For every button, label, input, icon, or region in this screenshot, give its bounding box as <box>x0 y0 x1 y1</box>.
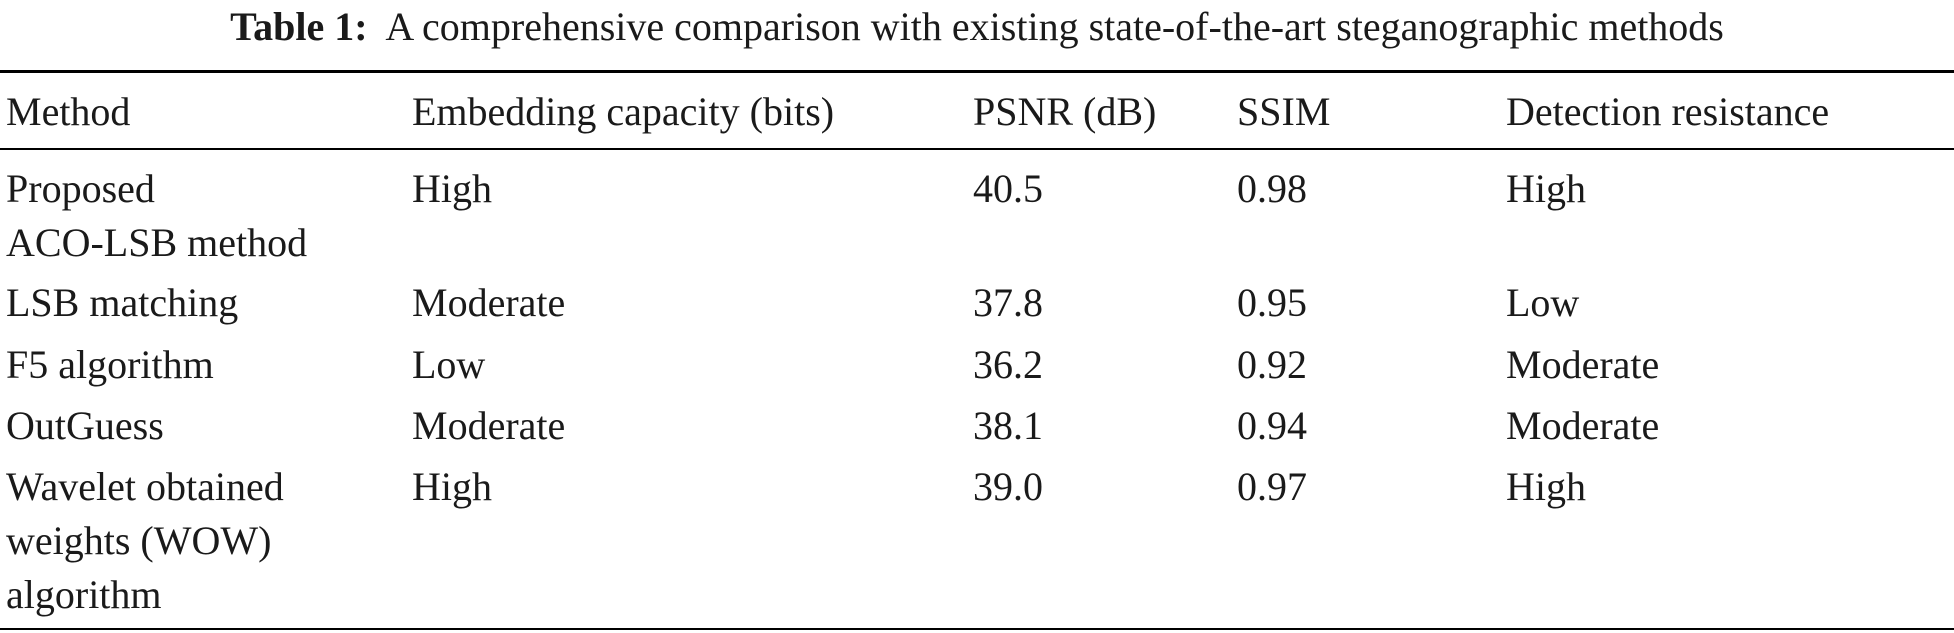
resistance-cell: Low <box>1506 280 1580 325</box>
ssim-cell: 0.98 <box>1237 166 1307 211</box>
method-cell: OutGuess <box>6 399 164 453</box>
table-caption-text: A comprehensive comparison with existing… <box>385 4 1724 49</box>
capacity-cell: High <box>412 464 492 509</box>
method-line: algorithm <box>6 572 162 617</box>
method-line: Proposed <box>6 166 155 211</box>
method-cell: F5 algorithm <box>6 338 214 392</box>
capacity-cell: High <box>412 166 492 211</box>
ssim-cell: 0.97 <box>1237 464 1307 509</box>
method-line: Wavelet obtained <box>6 464 284 509</box>
header-embedding-capacity: Embedding capacity (bits) <box>412 89 835 134</box>
top-rule <box>0 70 1954 73</box>
resistance-cell: Moderate <box>1506 342 1660 387</box>
method-cell: Wavelet obtained weights (WOW) algorithm <box>6 460 284 622</box>
psnr-cell: 40.5 <box>973 166 1043 211</box>
header-rule <box>0 148 1954 150</box>
header-method: Method <box>6 89 131 134</box>
method-line: OutGuess <box>6 403 164 448</box>
resistance-cell: High <box>1506 166 1586 211</box>
psnr-cell: 36.2 <box>973 342 1043 387</box>
psnr-cell: 37.8 <box>973 280 1043 325</box>
method-line: F5 algorithm <box>6 342 214 387</box>
header-psnr: PSNR (dB) <box>973 89 1157 134</box>
ssim-cell: 0.94 <box>1237 403 1307 448</box>
method-line: weights (WOW) <box>6 518 272 563</box>
header-detection-resistance: Detection resistance <box>1506 89 1830 134</box>
table-caption: Table 1: A comprehensive comparison with… <box>0 0 1954 54</box>
resistance-cell: Moderate <box>1506 403 1660 448</box>
psnr-cell: 39.0 <box>973 464 1043 509</box>
resistance-cell: High <box>1506 464 1586 509</box>
method-cell: Proposed ACO-LSB method <box>6 162 307 270</box>
header-ssim: SSIM <box>1237 89 1331 134</box>
capacity-cell: Low <box>412 342 486 387</box>
capacity-cell: Moderate <box>412 280 566 325</box>
bottom-rule <box>0 628 1954 630</box>
method-line: LSB matching <box>6 280 239 325</box>
psnr-cell: 38.1 <box>973 403 1043 448</box>
method-line: ACO-LSB method <box>6 220 308 265</box>
capacity-cell: Moderate <box>412 403 566 448</box>
ssim-cell: 0.92 <box>1237 342 1307 387</box>
ssim-cell: 0.95 <box>1237 280 1307 325</box>
table-caption-label: Table 1: <box>230 4 368 49</box>
method-cell: LSB matching <box>6 276 238 330</box>
